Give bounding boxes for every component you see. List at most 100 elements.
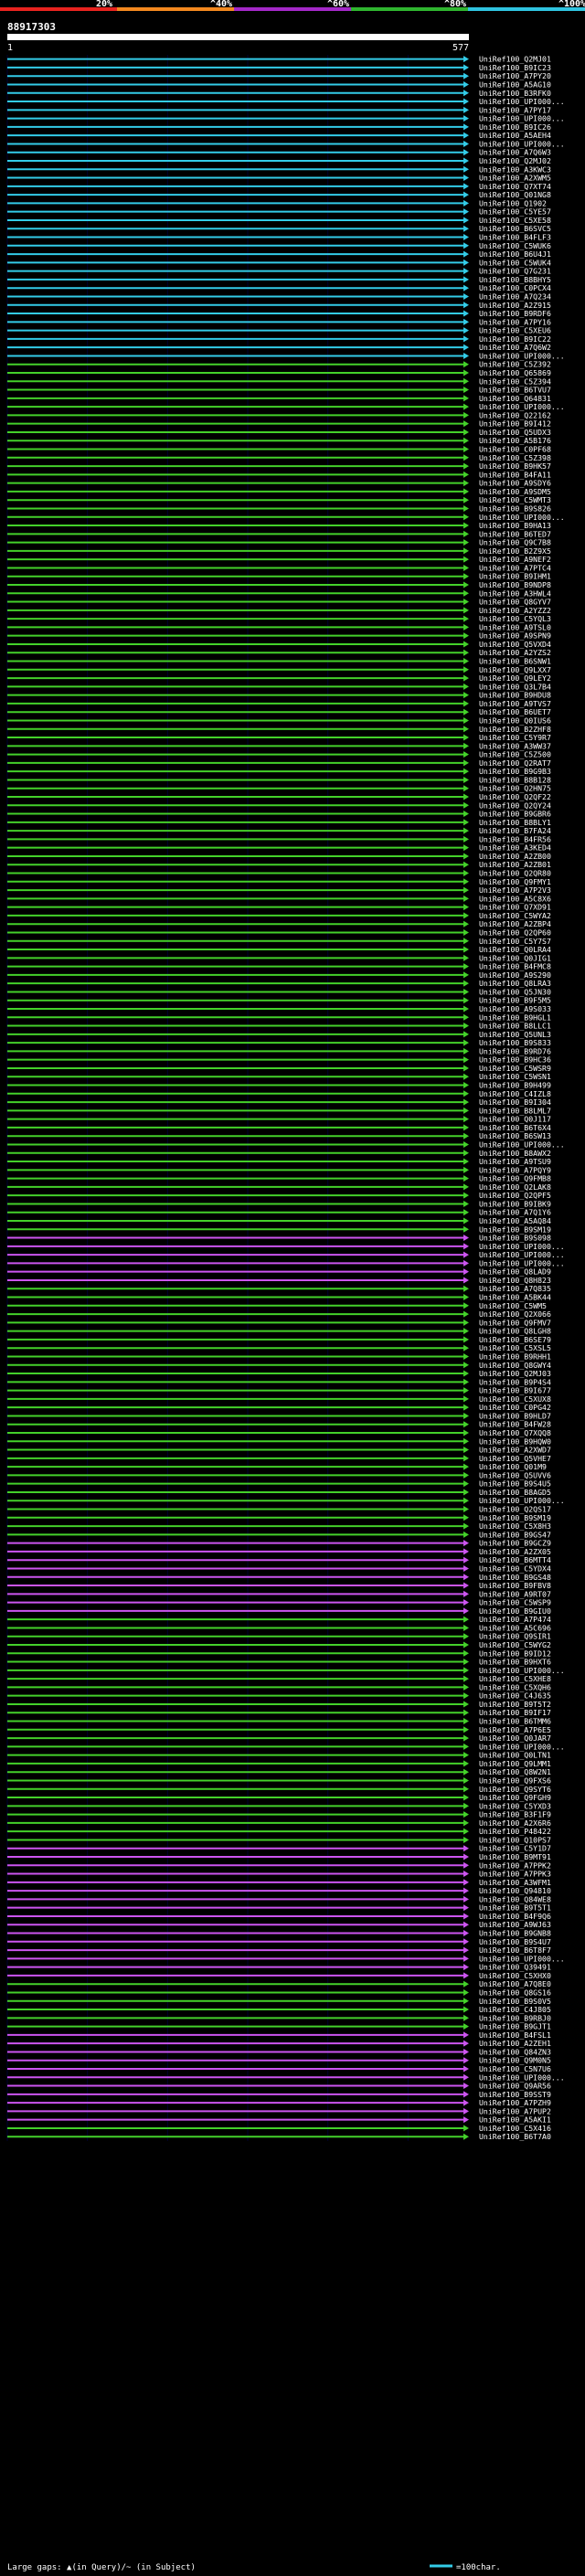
hit-label[interactable]: UniRef100_A2X6R6 (479, 1818, 551, 1828)
hit-row[interactable]: UniRef100_Q7XD91 (7, 903, 551, 912)
hit-label[interactable]: UniRef100_C5WUK4 (479, 258, 551, 267)
hit-row[interactable]: UniRef100_C5YQL3 (7, 614, 551, 623)
hit-row[interactable]: UniRef100_Q5VXD4 (7, 640, 551, 649)
hit-row[interactable]: UniRef100_A2YZZ2 (7, 606, 551, 615)
hit-label[interactable]: UniRef100_B9SST9 (479, 2090, 551, 2099)
hit-row[interactable]: UniRef100_Q0LRA4 (7, 945, 551, 954)
hit-row[interactable]: UniRef100_B9HXT6 (7, 1658, 551, 1667)
hit-row[interactable]: UniRef100_B9RHH1 (7, 1352, 551, 1361)
hit-label[interactable]: UniRef100_C5Z392 (479, 360, 551, 369)
hit-label[interactable]: UniRef100_A7PQY9 (479, 1165, 551, 1174)
hit-label[interactable]: UniRef100_B9IHM1 (479, 572, 551, 581)
hit-label[interactable]: UniRef100_A2ZEH1 (479, 2039, 551, 2048)
hit-label[interactable]: UniRef100_B8B128 (479, 775, 551, 784)
hit-label[interactable]: UniRef100_B6U4J1 (479, 249, 551, 259)
hit-row[interactable]: UniRef100_B9HQW0 (7, 1436, 551, 1446)
hit-row[interactable]: UniRef100_A7P474 (7, 1615, 551, 1624)
hit-row[interactable]: UniRef100_C5WMT3 (7, 495, 551, 504)
hit-label[interactable]: UniRef100_A7Q6W3 (479, 148, 551, 157)
hit-label[interactable]: UniRef100_A9TSL0 (479, 622, 551, 631)
hit-label[interactable]: UniRef100_B9GJT1 (479, 2022, 551, 2031)
hit-label[interactable]: UniRef100_B8LLC1 (479, 1022, 551, 1031)
hit-row[interactable]: UniRef100_B6TVU7 (7, 386, 551, 395)
hit-label[interactable]: UniRef100_A3WW37 (479, 741, 551, 750)
hit-row[interactable]: UniRef100_C5Z398 (7, 453, 551, 462)
hit-row[interactable]: UniRef100_Q39491 (7, 1963, 551, 1972)
hit-label[interactable]: UniRef100_Q7G231 (479, 267, 551, 276)
hit-row[interactable]: UniRef100_Q5VHE7 (7, 1454, 551, 1463)
hit-label[interactable]: UniRef100_Q5UVV6 (479, 1470, 551, 1479)
hit-row[interactable]: UniRef100_B9S826 (7, 504, 551, 513)
hit-label[interactable]: UniRef100_UPI000... (479, 1258, 565, 1267)
hit-row[interactable]: UniRef100_A5AQ84 (7, 1216, 551, 1225)
hit-label[interactable]: UniRef100_B9IF17 (479, 1708, 551, 1717)
hit-label[interactable]: UniRef100_B9IC26 (479, 122, 551, 132)
hit-row[interactable]: UniRef100_A3KWC3 (7, 164, 551, 174)
hit-label[interactable]: UniRef100_C5XEU6 (479, 326, 551, 335)
hit-label[interactable]: UniRef100_A5C8X6 (479, 894, 551, 903)
hit-label[interactable]: UniRef100_B9S826 (479, 504, 551, 513)
hit-label[interactable]: UniRef100_B9ID12 (479, 1648, 551, 1658)
hit-label[interactable]: UniRef100_A2Z915 (479, 301, 551, 310)
hit-label[interactable]: UniRef100_Q8LGH8 (479, 1327, 551, 1336)
hit-label[interactable]: UniRef100_C5XUX8 (479, 1394, 551, 1404)
hit-row[interactable]: UniRef100_Q2MJ01 (7, 55, 551, 64)
hit-row[interactable]: UniRef100_B9GNB8 (7, 1929, 551, 1938)
hit-row[interactable]: UniRef100_B9I677 (7, 1386, 551, 1395)
hit-row[interactable]: UniRef100_Q9LEY2 (7, 673, 551, 683)
hit-row[interactable]: UniRef100_C0PCX4 (7, 283, 551, 292)
hit-row[interactable]: UniRef100_B9IHM1 (7, 572, 551, 581)
hit-label[interactable]: UniRef100_Q9SIR1 (479, 1632, 551, 1641)
hit-label[interactable]: UniRef100_C5Y9R7 (479, 733, 551, 742)
hit-label[interactable]: UniRef100_B6T7A0 (479, 2132, 551, 2141)
hit-row[interactable]: UniRef100_Q8W2N1 (7, 1767, 551, 1776)
hit-label[interactable]: UniRef100_C0PCX4 (479, 283, 551, 292)
hit-label[interactable]: UniRef100_C5YDX4 (479, 1564, 551, 1573)
hit-label[interactable]: UniRef100_Q5UNL3 (479, 1030, 551, 1039)
hit-row[interactable]: UniRef100_Q7XQQ8 (7, 1428, 551, 1437)
hit-row[interactable]: UniRef100_A5AG10 (7, 80, 551, 89)
hit-label[interactable]: UniRef100_C4J635 (479, 1691, 551, 1701)
hit-row[interactable]: UniRef100_C5XUX8 (7, 1394, 551, 1404)
hit-label[interactable]: UniRef100_B2ZHF8 (479, 725, 551, 734)
hit-row[interactable]: UniRef100_Q2QP60 (7, 928, 551, 937)
hit-label[interactable]: UniRef100_B9HK57 (479, 461, 551, 471)
hit-row[interactable]: UniRef100_A7Q8E0 (7, 1979, 551, 1988)
hit-label[interactable]: UniRef100_Q8LAD9 (479, 1267, 551, 1277)
hit-row[interactable]: UniRef100_Q0IUS6 (7, 716, 551, 725)
hit-label[interactable]: UniRef100_C5Z500 (479, 750, 551, 759)
hit-label[interactable]: UniRef100_B7FA24 (479, 826, 551, 835)
hit-row[interactable]: UniRef100_A9TSL0 (7, 622, 551, 631)
hit-row[interactable]: UniRef100_B9GS48 (7, 1573, 551, 1582)
hit-label[interactable]: UniRef100_A7PZH9 (479, 2098, 551, 2107)
hit-row[interactable]: UniRef100_C5N7U6 (7, 2064, 551, 2073)
hit-row[interactable]: UniRef100_A9SDM5 (7, 487, 551, 496)
hit-label[interactable]: UniRef100_B9HDU8 (479, 691, 551, 700)
hit-row[interactable]: UniRef100_B9S4U5 (7, 1479, 551, 1489)
hit-row[interactable]: UniRef100_B6T8F7 (7, 1945, 551, 1955)
hit-label[interactable]: UniRef100_C5XHE8 (479, 1674, 551, 1683)
hit-label[interactable]: UniRef100_B9MT91 (479, 1852, 551, 1861)
hit-row[interactable]: UniRef100_A9TVS7 (7, 699, 551, 708)
hit-row[interactable]: UniRef100_Q9SIR1 (7, 1632, 551, 1641)
hit-row[interactable]: UniRef100_A9SDY6 (7, 479, 551, 488)
hit-label[interactable]: UniRef100_Q9LMM1 (479, 1759, 551, 1768)
hit-label[interactable]: UniRef100_B9GS47 (479, 1530, 551, 1539)
hit-label[interactable]: UniRef100_A7PTC4 (479, 563, 551, 572)
hit-label[interactable]: UniRef100_A9TVS7 (479, 699, 551, 708)
hit-label[interactable]: UniRef100_B4FSL1 (479, 2030, 551, 2040)
hit-row[interactable]: UniRef100_C5WSP9 (7, 1598, 551, 1607)
hit-label[interactable]: UniRef100_A3WFM1 (479, 1878, 551, 1887)
hit-row[interactable]: UniRef100_Q2LAK8 (7, 1182, 551, 1192)
hit-row[interactable]: UniRef100_Q94810 (7, 1886, 551, 1895)
hit-label[interactable]: UniRef100_UPI000... (479, 1496, 565, 1505)
hit-label[interactable]: UniRef100_Q2MJ02 (479, 156, 551, 165)
hit-row[interactable]: UniRef100_A7Q1Y6 (7, 1208, 551, 1217)
hit-row[interactable]: UniRef100_A9RT07 (7, 1589, 551, 1598)
hit-row[interactable]: UniRef100_Q1902 (7, 198, 547, 207)
hit-row[interactable]: UniRef100_C5XEU6 (7, 326, 551, 335)
hit-row[interactable]: UniRef100_C5WSR9 (7, 1064, 551, 1073)
hit-label[interactable]: UniRef100_C4J805 (479, 2005, 551, 2014)
hit-row[interactable]: UniRef100_B9GCZ9 (7, 1539, 551, 1548)
hit-row[interactable]: UniRef100_Q2RAT7 (7, 758, 551, 768)
